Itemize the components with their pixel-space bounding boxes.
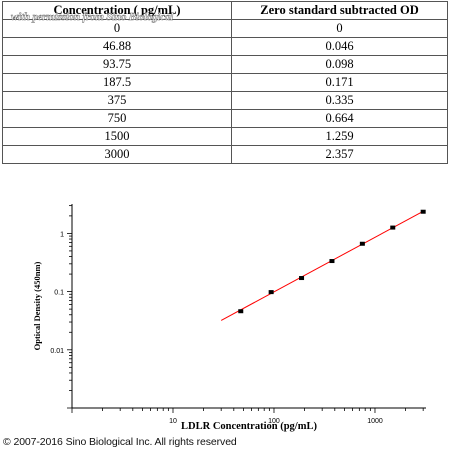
od-cell: 2.357 bbox=[231, 145, 448, 164]
x-axis-ticks: 10 100 1000 bbox=[71, 408, 424, 425]
data-point bbox=[268, 290, 274, 295]
x-axis-label: LDLR Concentration (pg/mL) bbox=[181, 421, 317, 432]
concentration-cell: 3000 bbox=[2, 145, 232, 164]
table-row: 93.75 0.098 bbox=[2, 55, 448, 74]
data-point bbox=[359, 241, 365, 246]
table-row: 1500 1.259 bbox=[2, 127, 448, 146]
standard-curve-table: Concentration ( pg/mL) with permission fr… bbox=[2, 1, 448, 164]
data-point bbox=[329, 259, 335, 264]
y-tick-label: 0.1 bbox=[54, 290, 64, 297]
table-row: 187.5 0.171 bbox=[2, 73, 448, 92]
concentration-cell: 1500 bbox=[2, 127, 232, 146]
data-point bbox=[390, 225, 396, 230]
od-cell: 1.259 bbox=[231, 127, 448, 146]
table-row: 46.88 0.046 bbox=[2, 37, 448, 56]
od-cell: 0.098 bbox=[231, 55, 448, 74]
column-header-od: Zero standard subtracted OD bbox=[231, 1, 448, 20]
table-header-row: Concentration ( pg/mL) with permission fr… bbox=[2, 1, 448, 23]
table-row: 3000 2.357 bbox=[2, 145, 448, 164]
column-header-concentration: Concentration ( pg/mL) with permission fr… bbox=[2, 1, 232, 23]
concentration-cell: 375 bbox=[2, 91, 232, 110]
concentration-cell: 187.5 bbox=[2, 73, 232, 92]
x-tick-label: 10 bbox=[169, 418, 177, 425]
od-cell: 0.046 bbox=[231, 37, 448, 56]
od-cell: 0 bbox=[231, 19, 448, 38]
x-tick-label: 1000 bbox=[367, 418, 383, 425]
y-tick-label: 1 bbox=[60, 231, 64, 238]
standard-curve-chart: 0.01 0.1 1 10 100 1000 LDLR Concentration (p… bbox=[32, 204, 426, 432]
od-cell: 0.664 bbox=[231, 109, 448, 128]
watermark-text: with permission from Sino Biological bbox=[11, 11, 174, 24]
table-row: 375 0.335 bbox=[2, 91, 448, 110]
concentration-cell: 46.88 bbox=[2, 37, 232, 56]
fit-line bbox=[220, 210, 424, 321]
od-cell: 0.171 bbox=[231, 73, 448, 92]
concentration-cell: 750 bbox=[2, 109, 232, 128]
y-axis-ticks: 0.01 0.1 1 bbox=[50, 205, 72, 409]
copyright-notice: © 2007-2016 Sino Biological Inc. All rig… bbox=[3, 436, 237, 448]
data-point bbox=[299, 276, 305, 281]
y-axis-label: Optical Density (450nm) bbox=[32, 261, 42, 350]
data-point bbox=[238, 309, 244, 314]
concentration-cell: 93.75 bbox=[2, 55, 232, 74]
od-cell: 0.335 bbox=[231, 91, 448, 110]
data-points bbox=[238, 209, 426, 314]
data-point bbox=[420, 209, 426, 214]
table-row: 750 0.664 bbox=[2, 109, 448, 128]
table-body: 0 0 46.88 0.046 93.75 0.098 187.5 0.171 375 0.335… bbox=[2, 19, 448, 164]
fit-line-group bbox=[220, 210, 424, 321]
y-tick-label: 0.01 bbox=[50, 348, 64, 355]
plot-area bbox=[71, 204, 426, 409]
x-tick-label: 100 bbox=[268, 418, 280, 425]
